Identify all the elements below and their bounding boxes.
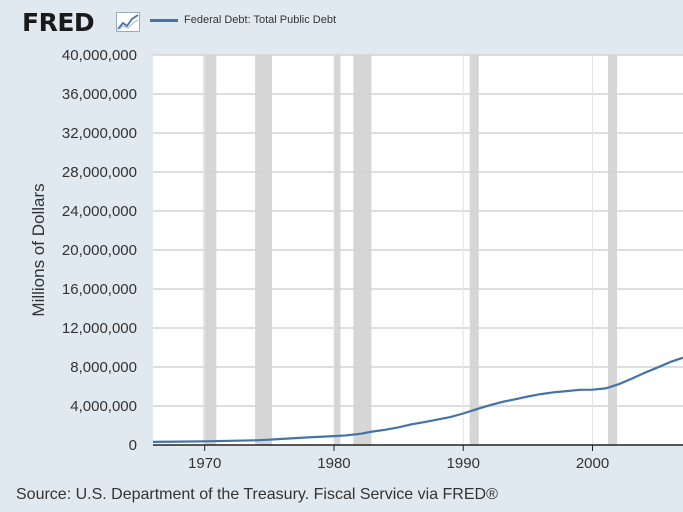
y-tick-label: 20,000,000 xyxy=(62,242,137,259)
y-tick-label: 36,000,000 xyxy=(62,86,137,103)
y-tick-label: 12,000,000 xyxy=(62,320,137,337)
fred-chart-icon xyxy=(116,12,140,32)
y-tick-label: 4,000,000 xyxy=(70,398,137,415)
y-tick-label: 28,000,000 xyxy=(62,164,137,181)
series-line-total-public-debt xyxy=(152,356,683,443)
x-tick-label: 2000 xyxy=(576,455,609,472)
fred-logo: FRED xyxy=(22,8,95,37)
y-tick-label: 40,000,000 xyxy=(62,47,137,64)
line-chart: 0 4,000,000 8,000,000 12,000,000 16,000,000 2… xyxy=(29,47,683,472)
legend-swatch xyxy=(150,18,178,22)
x-tick-label: 1970 xyxy=(188,455,221,472)
source-note: Source: U.S. Department of the Treasury.… xyxy=(16,486,498,503)
y-tick-label: 32,000,000 xyxy=(62,125,137,142)
y-tick-label: 8,000,000 xyxy=(70,359,137,376)
x-tick-label: 1990 xyxy=(447,455,480,472)
chart-legend: Federal Debt: Total Public Debt xyxy=(150,14,336,26)
y-tick-label: 0 xyxy=(129,437,137,454)
y-axis-label: Millions of Dollars xyxy=(29,183,48,316)
y-tick-label: 16,000,000 xyxy=(62,281,137,298)
y-tick-label: 24,000,000 xyxy=(62,203,137,220)
legend-label: Federal Debt: Total Public Debt xyxy=(184,14,337,26)
x-tick-label: 1980 xyxy=(317,455,350,472)
